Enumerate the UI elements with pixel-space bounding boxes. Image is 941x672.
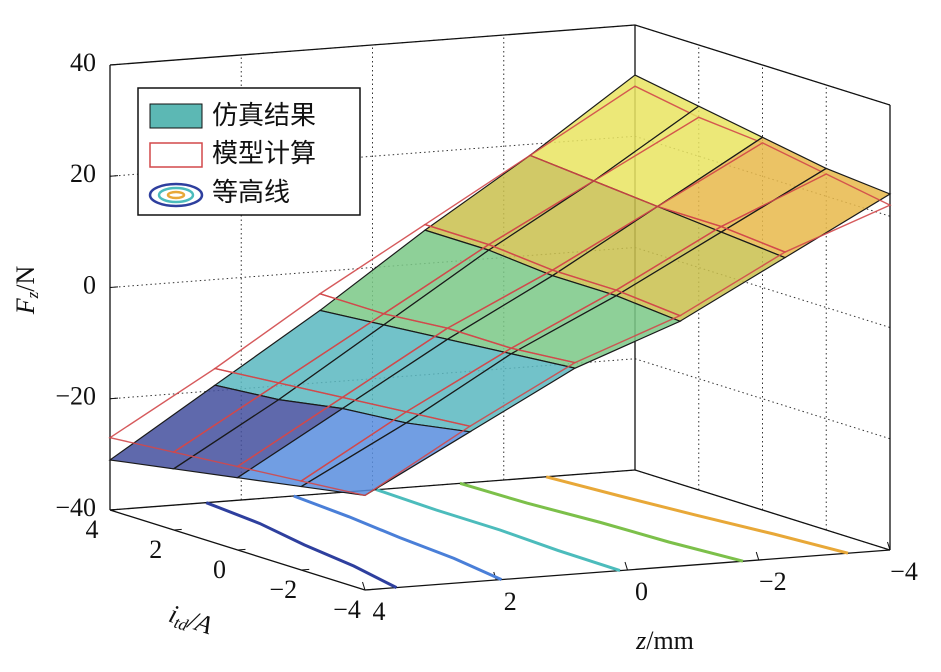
tick-mark [109,397,119,400]
tick-mark [755,551,760,561]
label-part: z [23,291,42,299]
tick-mark [887,541,891,551]
z-tick-label: 20 [70,159,96,188]
surface-patch [299,422,472,497]
contour-line [545,475,849,555]
axis-line [634,469,891,551]
x-tick-label: −2 [759,567,787,596]
legend-contour-ring [148,182,204,208]
contour-line [293,494,503,581]
z-tick-label: −20 [55,382,96,411]
contour-line [459,481,744,563]
label-part: F [11,297,40,315]
x-axis-label: z/mm [635,626,694,655]
tick-mark [237,548,246,551]
x-tick-label: 4 [373,597,386,626]
contour-line [205,501,398,589]
y-tick-label: 2 [149,535,162,564]
grid-line [634,358,891,440]
tick-mark [109,286,119,288]
legend-contour-ring [166,190,186,200]
contour-line [376,488,621,572]
x-tick-label: 2 [504,587,517,616]
axis-line [634,24,891,106]
tick-mark [109,63,119,66]
y-axis-label: itd/A [165,599,216,642]
x-tick-label: 0 [635,577,648,606]
z-axis-label: Fz/N [11,266,42,316]
label-part: /mm [646,626,694,655]
legend-label: 仿真结果 [212,101,316,130]
x-tick-label: −4 [890,557,918,586]
axis-line [109,24,636,66]
y-tick-label: −4 [333,595,361,624]
label-part: td [172,613,191,635]
model-patch [299,411,472,497]
y-tick-label: 4 [86,515,99,544]
tick-mark [362,581,366,591]
tick-mark [109,175,119,177]
label-part: z [635,626,646,655]
legend-contour-icon [148,182,204,208]
z-tick-label: 0 [83,270,96,299]
legend-swatch [149,142,203,168]
tick-mark [173,528,182,531]
z-tick-label: 40 [70,48,96,77]
plot-layer [108,74,892,589]
legend-swatch [149,103,203,129]
z-tick-label: −40 [55,493,96,522]
y-tick-label: 0 [213,555,226,584]
legend-contour-ring [157,186,195,204]
tick-mark [624,561,628,571]
y-tick-label: −2 [269,575,297,604]
tick-mark [364,588,374,591]
tick-mark [301,568,310,571]
legend-label: 模型计算 [212,139,316,168]
label-part: /A [183,605,216,640]
legend-label: 等高线 [212,178,290,207]
tick-mark [109,508,119,511]
label-part: /N [11,266,40,292]
legend: 仿真结果 模型计算 等高线 [137,87,361,216]
